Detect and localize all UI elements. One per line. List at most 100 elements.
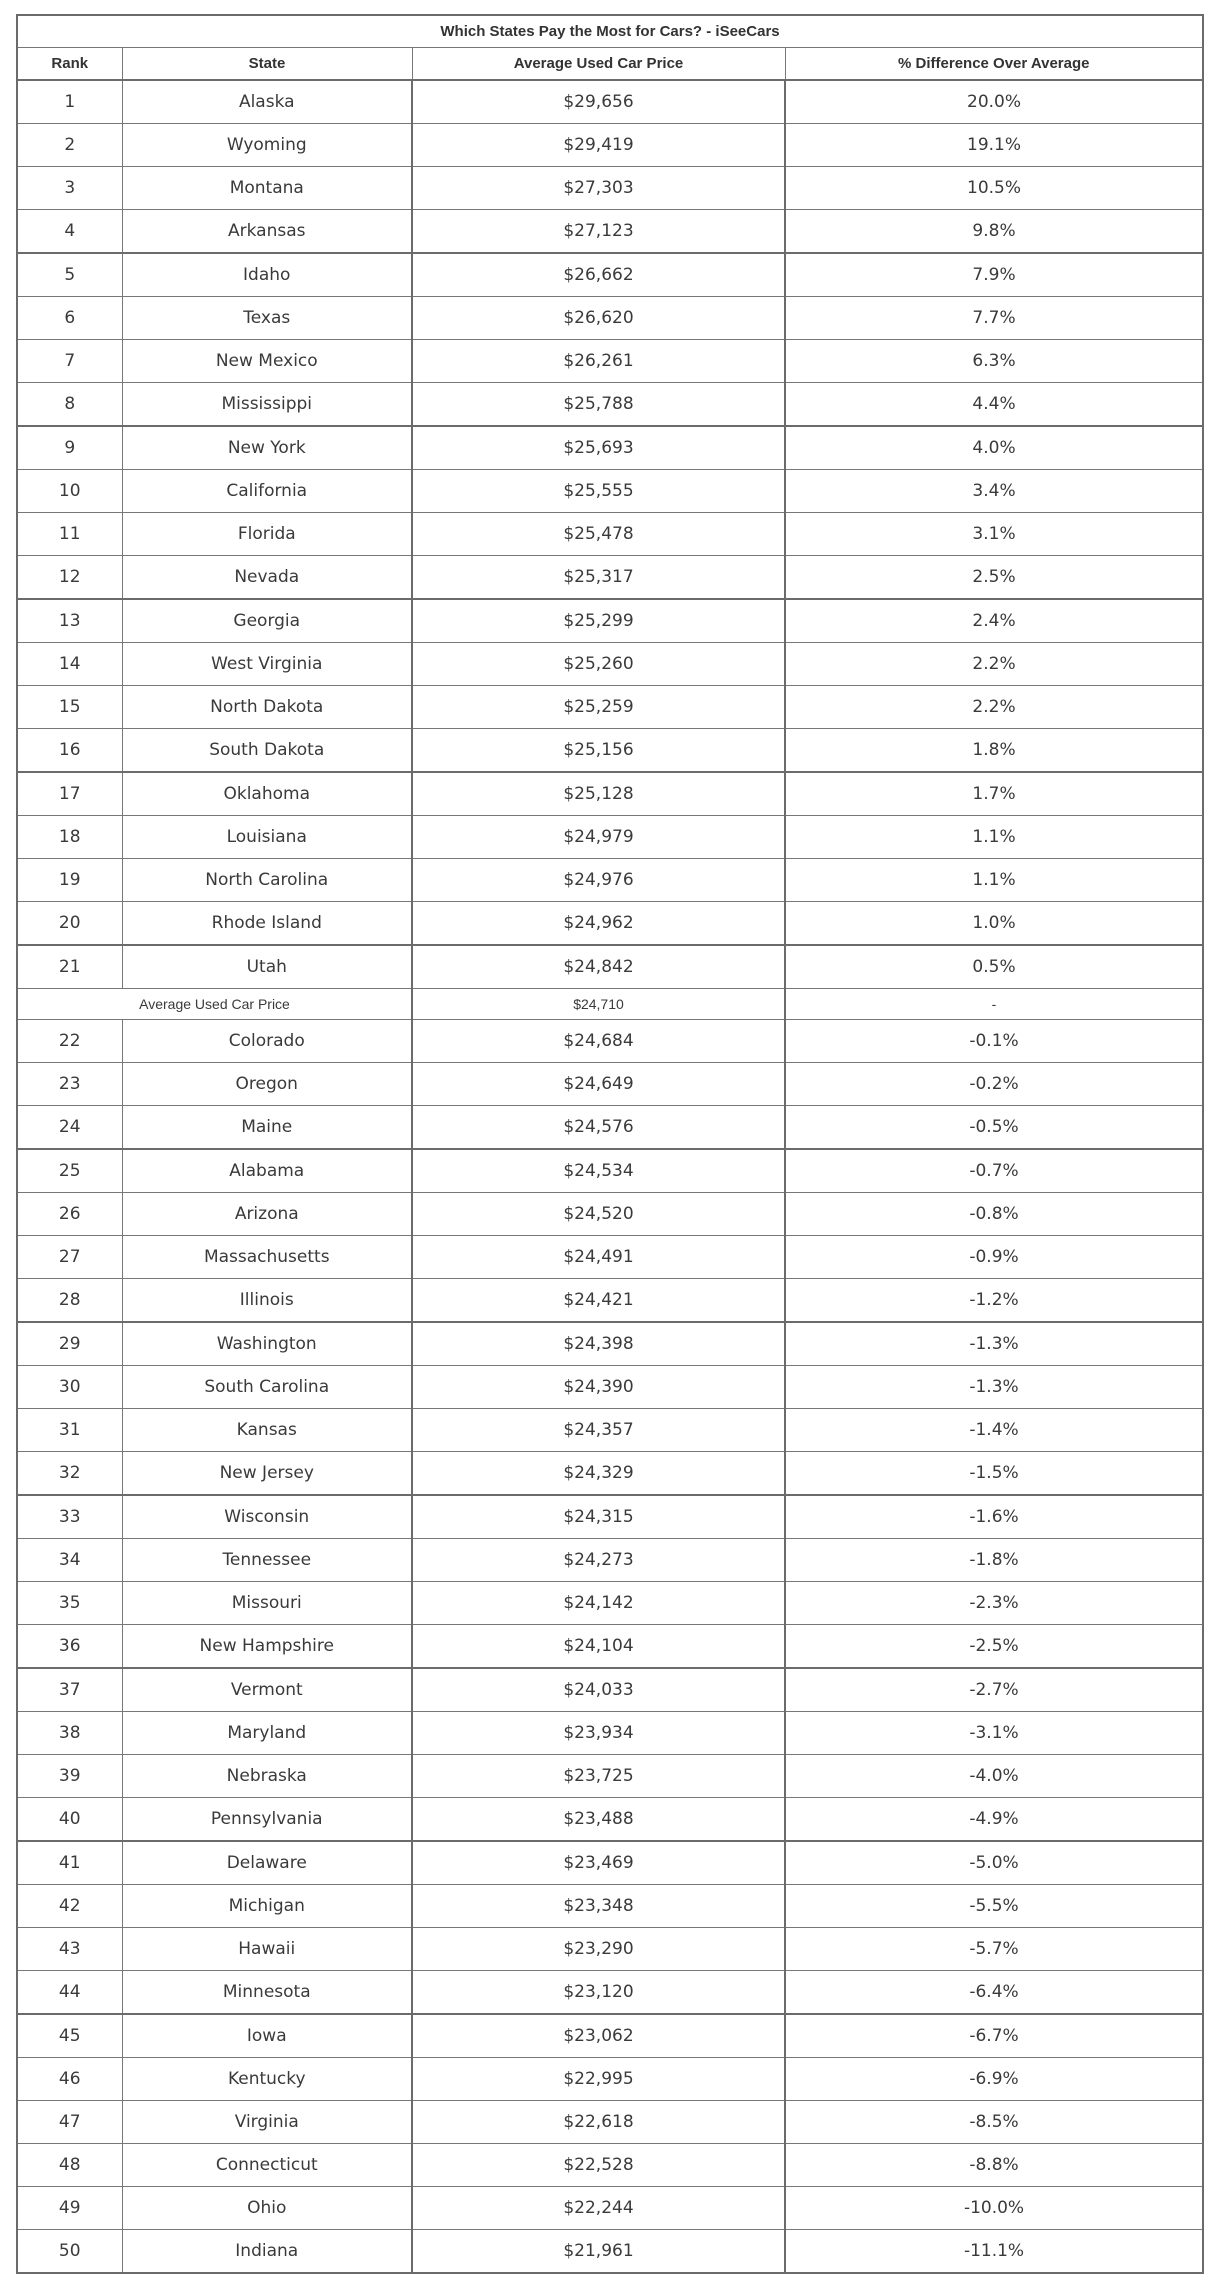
price-cell: $25,317: [411, 555, 786, 600]
state-cell: Utah: [121, 944, 413, 989]
price-cell: $21,961: [411, 2229, 786, 2274]
state-cell: Nebraska: [121, 1754, 413, 1798]
price-cell: $24,576: [411, 1105, 786, 1150]
price-cell: $24,390: [411, 1365, 786, 1409]
table-row: 34 Tennessee $24,273 -1.8%: [16, 1538, 1204, 1582]
rank-cell: 42: [16, 1884, 123, 1928]
table-row: 8 Mississippi $25,788 4.4%: [16, 382, 1204, 427]
rank-cell: 43: [16, 1927, 123, 1971]
state-cell: Idaho: [121, 252, 413, 297]
rank-cell: 40: [16, 1797, 123, 1842]
rank-cell: 7: [16, 339, 123, 383]
diff-cell: 19.1%: [783, 123, 1204, 167]
price-cell: $24,491: [411, 1235, 786, 1279]
price-cell: $25,156: [411, 728, 786, 773]
table-row: 26 Arizona $24,520 -0.8%: [16, 1192, 1204, 1236]
diff-cell: -5.5%: [783, 1884, 1204, 1928]
state-cell: New York: [121, 425, 413, 470]
diff-cell: 9.8%: [783, 209, 1204, 254]
diff-cell: -0.2%: [783, 1062, 1204, 1106]
state-cell: Illinois: [121, 1278, 413, 1323]
table-row: 46 Kentucky $22,995 -6.9%: [16, 2057, 1204, 2101]
table-row: 6 Texas $26,620 7.7%: [16, 296, 1204, 340]
price-cell: $24,421: [411, 1278, 786, 1323]
price-cell: $24,273: [411, 1538, 786, 1582]
diff-cell: 2.4%: [783, 598, 1204, 643]
diff-cell: -11.1%: [783, 2229, 1204, 2274]
table-row: 48 Connecticut $22,528 -8.8%: [16, 2143, 1204, 2187]
price-cell: $25,299: [411, 598, 786, 643]
rank-cell: 29: [16, 1321, 123, 1366]
state-cell: South Dakota: [121, 728, 413, 773]
rank-cell: 30: [16, 1365, 123, 1409]
rank-cell: 28: [16, 1278, 123, 1323]
average-row: Average Used Car Price $24,710-: [16, 988, 1204, 1020]
diff-cell: -2.5%: [783, 1624, 1204, 1669]
table-row: 35 Missouri $24,142 -2.3%: [16, 1581, 1204, 1625]
table-row: 7 New Mexico $26,261 6.3%: [16, 339, 1204, 383]
state-cell: Arkansas: [121, 209, 413, 254]
diff-cell: -10.0%: [783, 2186, 1204, 2230]
price-cell: $22,528: [411, 2143, 786, 2187]
price-cell: $25,128: [411, 771, 786, 816]
rank-cell: 14: [16, 642, 123, 686]
price-cell: $24,962: [411, 901, 786, 946]
diff-cell: -0.8%: [783, 1192, 1204, 1236]
table-row: 49 Ohio $22,244 -10.0%: [16, 2186, 1204, 2230]
diff-cell: -6.9%: [783, 2057, 1204, 2101]
state-cell: Indiana: [121, 2229, 413, 2274]
price-cell: $25,788: [411, 382, 786, 427]
price-cell: $23,469: [411, 1840, 786, 1885]
diff-cell: -8.8%: [783, 2143, 1204, 2187]
price-cell: $25,259: [411, 685, 786, 729]
table-row: 41 Delaware $23,469 -5.0%: [16, 1840, 1204, 1885]
table-row: 4 Arkansas $27,123 9.8%: [16, 209, 1204, 254]
price-cell: $23,290: [411, 1927, 786, 1971]
table-row: 38 Maryland $23,934 -3.1%: [16, 1711, 1204, 1755]
diff-cell: -0.9%: [783, 1235, 1204, 1279]
rank-cell: 41: [16, 1840, 123, 1885]
rank-cell: 46: [16, 2057, 123, 2101]
rank-cell: 24: [16, 1105, 123, 1150]
diff-cell: 6.3%: [783, 339, 1204, 383]
state-cell: Vermont: [121, 1667, 413, 1712]
diff-cell: -8.5%: [783, 2100, 1204, 2144]
rank-cell: 25: [16, 1148, 123, 1193]
table-row: 14 West Virginia $25,260 2.2%: [16, 642, 1204, 686]
price-cell: $24,684: [411, 1019, 786, 1063]
diff-cell: -4.0%: [783, 1754, 1204, 1798]
table-row: 42 Michigan $23,348 -5.5%: [16, 1884, 1204, 1928]
table-row: 15 North Dakota $25,259 2.2%: [16, 685, 1204, 729]
state-cell: South Carolina: [121, 1365, 413, 1409]
table-row: 32 New Jersey $24,329 -1.5%: [16, 1451, 1204, 1496]
table-row: 18 Louisiana $24,979 1.1%: [16, 815, 1204, 859]
average-price: $24,710: [411, 988, 786, 1020]
state-cell: Oklahoma: [121, 771, 413, 816]
price-cell: $23,488: [411, 1797, 786, 1842]
rank-cell: 22: [16, 1019, 123, 1063]
diff-cell: 4.4%: [783, 382, 1204, 427]
state-cell: New Mexico: [121, 339, 413, 383]
diff-cell: 0.5%: [783, 944, 1204, 989]
state-cell: Alabama: [121, 1148, 413, 1193]
state-cell: Missouri: [121, 1581, 413, 1625]
table-row: 24 Maine $24,576 -0.5%: [16, 1105, 1204, 1150]
table-row: 27 Massachusetts $24,491 -0.9%: [16, 1235, 1204, 1279]
rank-cell: 50: [16, 2229, 123, 2274]
diff-cell: 1.1%: [783, 815, 1204, 859]
state-cell: New Hampshire: [121, 1624, 413, 1669]
table-row: 39 Nebraska $23,725 -4.0%: [16, 1754, 1204, 1798]
table-row: 37 Vermont $24,033 -2.7%: [16, 1667, 1204, 1712]
state-cell: Pennsylvania: [121, 1797, 413, 1842]
state-cell: Montana: [121, 166, 413, 210]
diff-cell: 4.0%: [783, 425, 1204, 470]
rank-cell: 38: [16, 1711, 123, 1755]
state-cell: Tennessee: [121, 1538, 413, 1582]
rank-cell: 31: [16, 1408, 123, 1452]
price-cell: $24,142: [411, 1581, 786, 1625]
diff-cell: -0.1%: [783, 1019, 1204, 1063]
state-cell: North Carolina: [121, 858, 413, 902]
price-cell: $24,534: [411, 1148, 786, 1193]
diff-cell: -5.7%: [783, 1927, 1204, 1971]
table-row: 5 Idaho $26,662 7.9%: [16, 252, 1204, 297]
